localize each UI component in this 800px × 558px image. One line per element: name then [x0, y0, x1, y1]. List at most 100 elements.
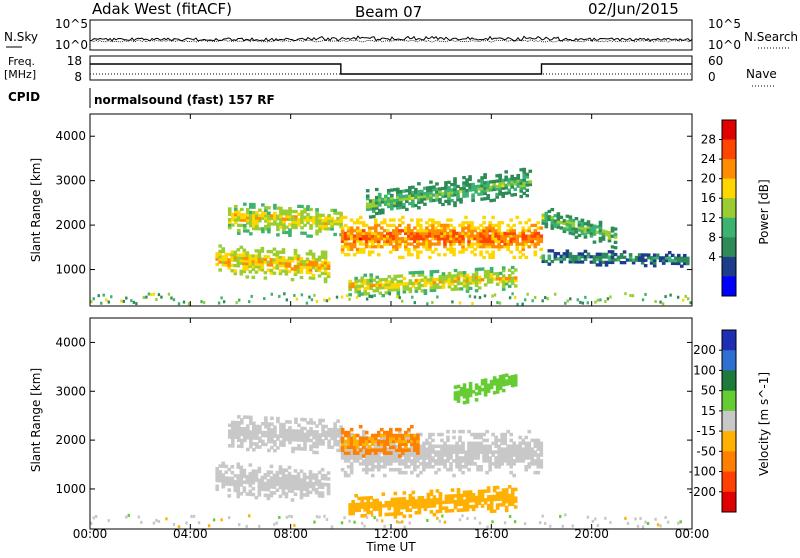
- heatmap-cell: [237, 298, 241, 302]
- heatmap-cell: [498, 380, 503, 385]
- heatmap-cell: [524, 229, 529, 233]
- heatmap-cell: [385, 242, 390, 246]
- heatmap-cell: [462, 276, 467, 280]
- heatmap-cell: [568, 257, 573, 261]
- heatmap-cell: [315, 299, 319, 303]
- heatmap-cell: [376, 223, 381, 228]
- heatmap-cell: [252, 218, 256, 223]
- heatmap-cell: [293, 267, 298, 271]
- heatmap-cell: [423, 281, 428, 285]
- heatmap-cell: [249, 441, 253, 446]
- heatmap-cell: [507, 502, 512, 507]
- heatmap-cell: [494, 438, 498, 443]
- heatmap-cell: [482, 229, 486, 233]
- heatmap-cell: [306, 221, 310, 225]
- heatmap-cell: [432, 283, 437, 287]
- heatmap-cell: [527, 453, 532, 457]
- heatmap-cell: [556, 212, 561, 216]
- heatmap-cell: [598, 263, 603, 267]
- heatmap-cell: [509, 237, 514, 241]
- heatmap-cell: [236, 465, 241, 469]
- heatmap-cell: [568, 228, 573, 233]
- heatmap-cell: [419, 242, 423, 246]
- heatmap-cell: [432, 285, 437, 290]
- heatmap-cell: [408, 194, 412, 198]
- heatmap-cell: [398, 445, 402, 450]
- heatmap-cell: [278, 261, 283, 265]
- heatmap-cell: [236, 415, 241, 419]
- heatmap-cell: [249, 216, 253, 220]
- heatmap-cell: [495, 387, 500, 391]
- heatmap-cell: [513, 520, 517, 524]
- heatmap-cell: [507, 493, 512, 498]
- heatmap-cell: [486, 495, 491, 499]
- heatmap-cell: [482, 237, 486, 241]
- heatmap-cell: [492, 509, 497, 513]
- heatmap-cell: [346, 226, 351, 230]
- heatmap-cell: [523, 522, 527, 526]
- heatmap-cell: [386, 204, 391, 209]
- heatmap-cell: [461, 231, 465, 236]
- heatmap-cell: [501, 374, 506, 378]
- heatmap-cell: [246, 447, 250, 452]
- heatmap-cell: [392, 436, 396, 441]
- heatmap-cell: [255, 436, 259, 440]
- heatmap-cell: [352, 253, 357, 257]
- heatmap-cell: [510, 502, 515, 506]
- heatmap-cell: [90, 300, 93, 304]
- heatmap-cell: [364, 442, 369, 447]
- heatmap-cell: [323, 279, 328, 284]
- heatmap-cell: [255, 430, 259, 435]
- heatmap-cell: [479, 250, 483, 254]
- heatmap-cell: [224, 260, 229, 265]
- heatmap-cell: [376, 450, 381, 454]
- heatmap-cell: [367, 453, 372, 457]
- heatmap-cell: [506, 242, 510, 246]
- heatmap-cell: [479, 435, 483, 440]
- heatmap-cell: [284, 477, 289, 481]
- heatmap-cell: [236, 429, 241, 434]
- heatmap-cell: [613, 246, 618, 250]
- heatmap-cell: [624, 516, 627, 520]
- heatmap-cell: [323, 261, 328, 265]
- heatmap-cell: [464, 453, 468, 457]
- heatmap-cell: [601, 229, 606, 233]
- heatmap-cell: [340, 231, 345, 236]
- heatmap-cell: [422, 459, 426, 463]
- heatmap-cell: [432, 504, 437, 508]
- heatmap-cell: [245, 275, 250, 279]
- heatmap-cell: [315, 213, 319, 217]
- velocity-panel-frame: [89, 317, 693, 530]
- heatmap-cell: [470, 242, 474, 246]
- heatmap-cell: [479, 239, 483, 244]
- heatmap-cell: [419, 450, 423, 454]
- heatmap-cell: [607, 233, 612, 238]
- heatmap-cell: [398, 255, 402, 260]
- heatmap-cell: [305, 301, 309, 305]
- heatmap-cell: [177, 302, 181, 306]
- heatmap-cell: [527, 465, 532, 469]
- heatmap-cell: [416, 255, 420, 260]
- heatmap-cell: [559, 254, 564, 258]
- heatmap-cell: [378, 283, 383, 287]
- heatmap-cell: [426, 492, 431, 497]
- heatmap-cell: [315, 433, 319, 437]
- heatmap-cell: [480, 184, 484, 188]
- heatmap-cell: [288, 223, 292, 227]
- heatmap-cell: [565, 222, 570, 226]
- heatmap-cell: [416, 250, 420, 254]
- heatmap-cell: [267, 211, 271, 215]
- heatmap-cell: [284, 468, 289, 473]
- heatmap-cell: [447, 500, 452, 504]
- heatmap-cell: [414, 187, 418, 192]
- heatmap-cell: [547, 209, 552, 214]
- heatmap-cell: [530, 453, 535, 457]
- heatmap-cell: [230, 432, 235, 436]
- heatmap-cell: [323, 482, 328, 487]
- heatmap-cell: [227, 423, 232, 428]
- heatmap-cell: [491, 432, 495, 437]
- heatmap-cell: [269, 470, 274, 475]
- heatmap-cell: [489, 280, 494, 284]
- heatmap-cell: [376, 442, 381, 447]
- heatmap-cell: [236, 223, 241, 227]
